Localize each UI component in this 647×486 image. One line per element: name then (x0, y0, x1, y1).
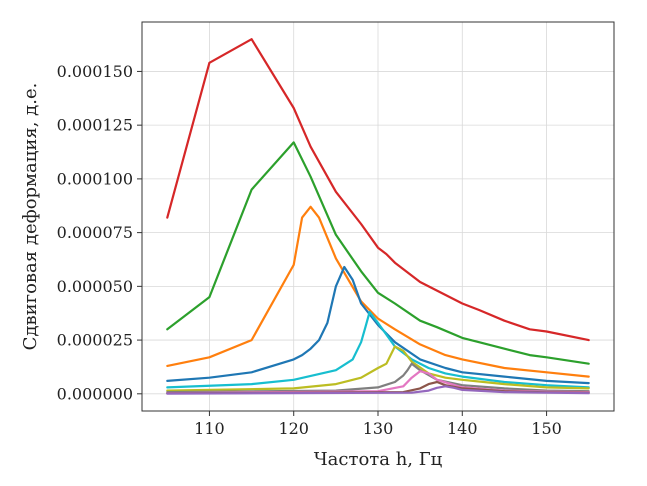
grid-lines (142, 22, 614, 411)
y-axis-label: Сдвиговая деформация, д.е. (20, 83, 41, 351)
x-tick-label: 130 (363, 419, 394, 438)
x-axis-label: Частота h, Гц (314, 449, 443, 470)
series-lines (166, 38, 590, 395)
x-tick-label: 150 (531, 419, 562, 438)
series-line-s7 (166, 362, 590, 394)
y-tick-label: 0.000000 (57, 384, 133, 403)
x-tick-label: 120 (278, 419, 309, 438)
series-line-s2 (166, 141, 590, 365)
series-line-s5 (166, 311, 590, 389)
y-axis-ticks: 0.000000 0.000025 0.000050 0.000075 0.000100… (57, 62, 142, 403)
y-tick-label: 0.000025 (57, 331, 133, 350)
series-line-s10 (166, 385, 590, 395)
series-line-s6 (166, 345, 590, 392)
x-tick-label: 140 (447, 419, 478, 438)
x-axis-ticks: 110 120 130 140 150 (194, 411, 562, 438)
y-tick-label: 0.000125 (57, 116, 133, 135)
y-tick-label: 0.000100 (57, 169, 133, 188)
x-tick-label: 110 (194, 419, 225, 438)
series-line-s1 (166, 38, 590, 342)
series-line-s4 (166, 265, 590, 385)
y-tick-label: 0.000075 (57, 223, 133, 242)
y-tick-label: 0.000150 (57, 62, 133, 81)
y-tick-label: 0.000050 (57, 277, 133, 296)
